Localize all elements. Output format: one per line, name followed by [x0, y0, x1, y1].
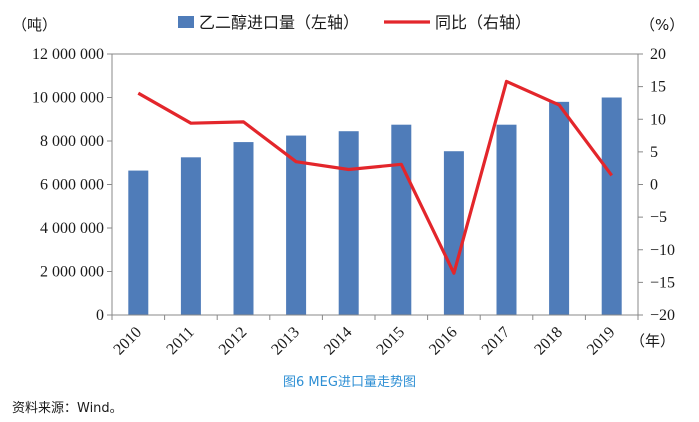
- bar: [338, 131, 359, 315]
- x-tick-label: 2016: [426, 324, 461, 359]
- right-tick-label: −5: [650, 209, 667, 226]
- bar: [443, 151, 464, 315]
- bar: [496, 124, 517, 315]
- x-axis-unit: （年）: [630, 332, 675, 350]
- x-tick-label: 2011: [164, 324, 198, 358]
- right-axis-unit: （%）: [640, 16, 684, 34]
- left-tick-label: 10 000 000: [32, 90, 104, 107]
- right-tick-label: 0: [650, 177, 658, 194]
- left-tick-label: 0: [96, 307, 104, 324]
- left-axis-unit: （吨）: [12, 16, 57, 34]
- bar: [233, 142, 254, 315]
- left-tick-label: 4 000 000: [40, 220, 104, 237]
- right-tick-label: −15: [650, 274, 675, 291]
- x-tick-label: 2013: [268, 324, 303, 359]
- x-tick-label: 2017: [479, 324, 514, 359]
- bar: [549, 101, 570, 315]
- right-tick-label: −20: [650, 307, 675, 324]
- x-tick-label: 2010: [110, 324, 145, 359]
- yoy-line: [137, 79, 613, 275]
- right-tick-label: 5: [650, 144, 658, 161]
- bar: [180, 157, 201, 315]
- legend-bar-label: 乙二醇进口量（左轴）: [199, 13, 359, 32]
- chart: 0 2 000 000 4 000 000 6 000 000 8 000 000 10 …: [12, 13, 684, 359]
- right-tick-label: 20: [650, 46, 666, 63]
- x-tick-label: 2012: [216, 324, 251, 359]
- line-series: [137, 79, 613, 275]
- x-tick-label: 2014: [321, 324, 356, 359]
- x-tick-label: 2015: [373, 324, 408, 359]
- right-tick-label: 15: [650, 79, 666, 96]
- left-tick-label: 2 000 000: [40, 264, 104, 281]
- legend: 乙二醇进口量（左轴） 同比（右轴）: [178, 13, 531, 32]
- left-tick-label: 8 000 000: [40, 133, 104, 150]
- legend-line-label: 同比（右轴）: [435, 13, 531, 32]
- bar: [286, 135, 307, 315]
- bar-series: [128, 97, 622, 315]
- axes: [107, 53, 643, 320]
- legend-bar-swatch: [178, 16, 194, 28]
- right-tick-label: 10: [650, 111, 666, 128]
- left-tick-label: 12 000 000: [32, 46, 104, 63]
- figure-caption: 图6 MEG进口量走势图: [283, 375, 416, 390]
- x-tick-label: 2019: [584, 324, 619, 359]
- bar: [391, 124, 412, 315]
- bar: [128, 170, 149, 315]
- source-note: 资料来源：Wind。: [12, 401, 123, 416]
- bar: [601, 97, 622, 315]
- right-tick-label: −10: [650, 242, 675, 259]
- left-tick-label: 6 000 000: [40, 177, 104, 194]
- x-tick-label: 2018: [531, 324, 566, 359]
